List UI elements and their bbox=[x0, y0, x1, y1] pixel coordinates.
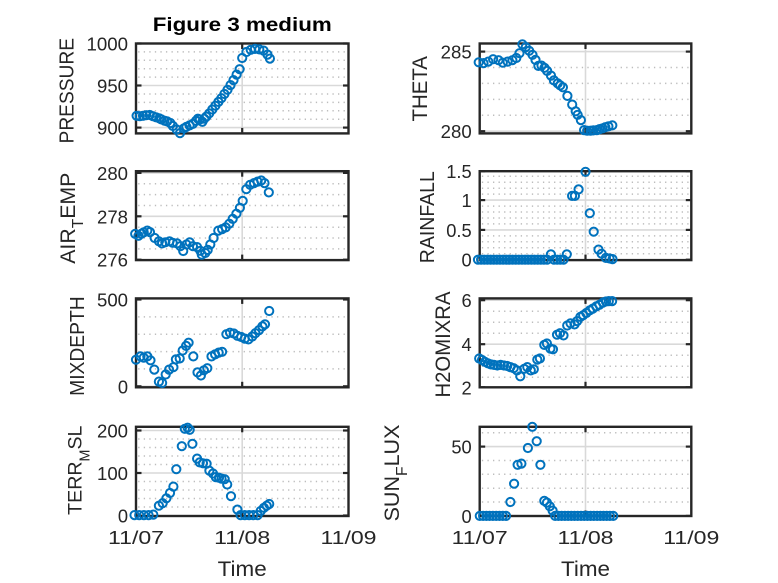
svg-text:AIRTEMP: AIRTEMP bbox=[56, 173, 87, 264]
svg-text:2: 2 bbox=[462, 377, 472, 398]
svg-text:Figure 3 medium: Figure 3 medium bbox=[153, 14, 332, 36]
svg-text:Time: Time bbox=[218, 558, 267, 581]
svg-text:950: 950 bbox=[97, 76, 128, 97]
svg-text:6: 6 bbox=[462, 290, 472, 311]
svg-text:1000: 1000 bbox=[87, 34, 129, 55]
svg-text:50: 50 bbox=[451, 437, 471, 458]
svg-text:11/09: 11/09 bbox=[321, 527, 377, 548]
svg-text:0.5: 0.5 bbox=[446, 220, 471, 241]
svg-text:11/07: 11/07 bbox=[452, 527, 508, 548]
svg-text:11/08: 11/08 bbox=[558, 527, 614, 548]
svg-text:900: 900 bbox=[97, 118, 128, 139]
svg-text:200: 200 bbox=[97, 421, 128, 442]
svg-text:100: 100 bbox=[97, 463, 128, 484]
svg-text:276: 276 bbox=[97, 250, 128, 271]
svg-text:1: 1 bbox=[462, 190, 472, 211]
svg-text:0: 0 bbox=[118, 376, 128, 397]
svg-text:0: 0 bbox=[462, 506, 472, 527]
svg-text:285: 285 bbox=[441, 42, 472, 63]
svg-text:RAINFALL: RAINFALL bbox=[416, 171, 439, 263]
svg-text:11/08: 11/08 bbox=[214, 527, 270, 548]
svg-text:278: 278 bbox=[97, 206, 128, 227]
svg-text:PRESSURE: PRESSURE bbox=[55, 38, 78, 143]
svg-text:11/07: 11/07 bbox=[108, 527, 164, 548]
svg-text:H2OMIXRA: H2OMIXRA bbox=[431, 291, 455, 398]
svg-text:THETA: THETA bbox=[408, 55, 432, 121]
svg-text:0: 0 bbox=[118, 506, 128, 527]
svg-text:280: 280 bbox=[441, 121, 472, 142]
svg-text:500: 500 bbox=[97, 290, 128, 311]
svg-text:Time: Time bbox=[561, 558, 610, 581]
svg-text:TERRMSL: TERRMSL bbox=[64, 425, 93, 514]
svg-text:MIXDEPTH: MIXDEPTH bbox=[66, 296, 89, 396]
svg-text:1.5: 1.5 bbox=[446, 161, 471, 182]
svg-text:11/09: 11/09 bbox=[663, 527, 719, 548]
svg-text:280: 280 bbox=[97, 163, 128, 184]
svg-text:4: 4 bbox=[462, 334, 472, 355]
svg-text:0: 0 bbox=[462, 250, 472, 271]
svg-text:SUNFLUX: SUNFLUX bbox=[380, 425, 411, 522]
